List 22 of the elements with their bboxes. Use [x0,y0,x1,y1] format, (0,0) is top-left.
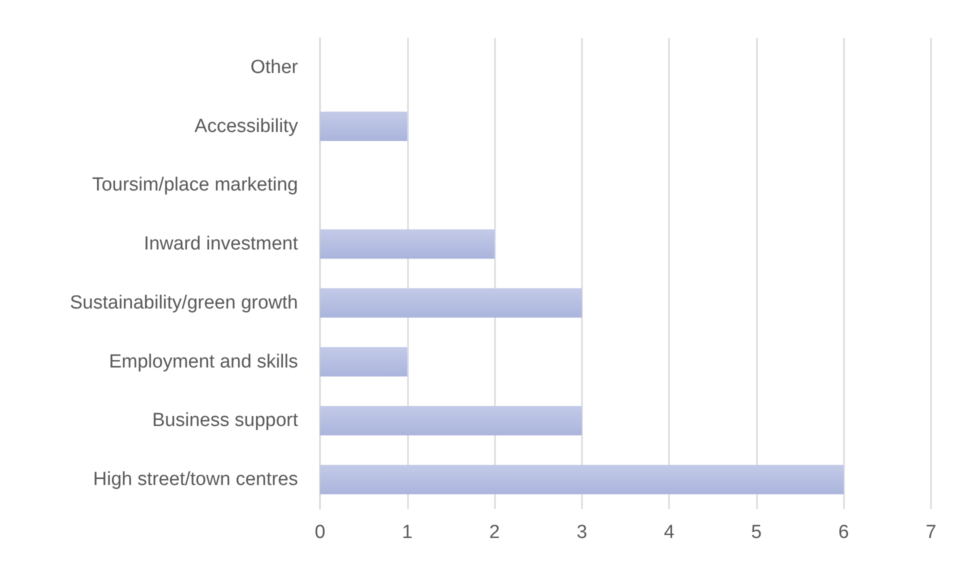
y-tick-label: High street/town centres [93,469,298,490]
bar [320,288,582,318]
y-tick-label: Sustainability/green growth [70,292,298,314]
x-tick-label: 6 [838,522,850,543]
bar [320,464,844,494]
y-tick-label: Other [250,56,299,78]
x-tick-label: 2 [489,522,500,543]
x-tick-label: 5 [751,522,762,543]
x-tick-label: 4 [664,522,675,543]
y-tick-label: Toursim/place marketing [92,174,298,196]
x-tick-label: 1 [402,522,413,543]
x-tick-label: 7 [926,522,936,543]
y-tick-label: Inward investment [144,234,299,255]
y-tick-label: Business support [152,410,299,432]
y-tick-label: Employment and skills [108,351,298,372]
x-tick-label: 0 [314,522,326,543]
x-tick-label: 3 [576,522,588,543]
y-tick-label: Accessibility [194,116,298,137]
bar [320,229,495,259]
bar [320,347,408,377]
bar [320,406,582,436]
bar [320,112,408,142]
